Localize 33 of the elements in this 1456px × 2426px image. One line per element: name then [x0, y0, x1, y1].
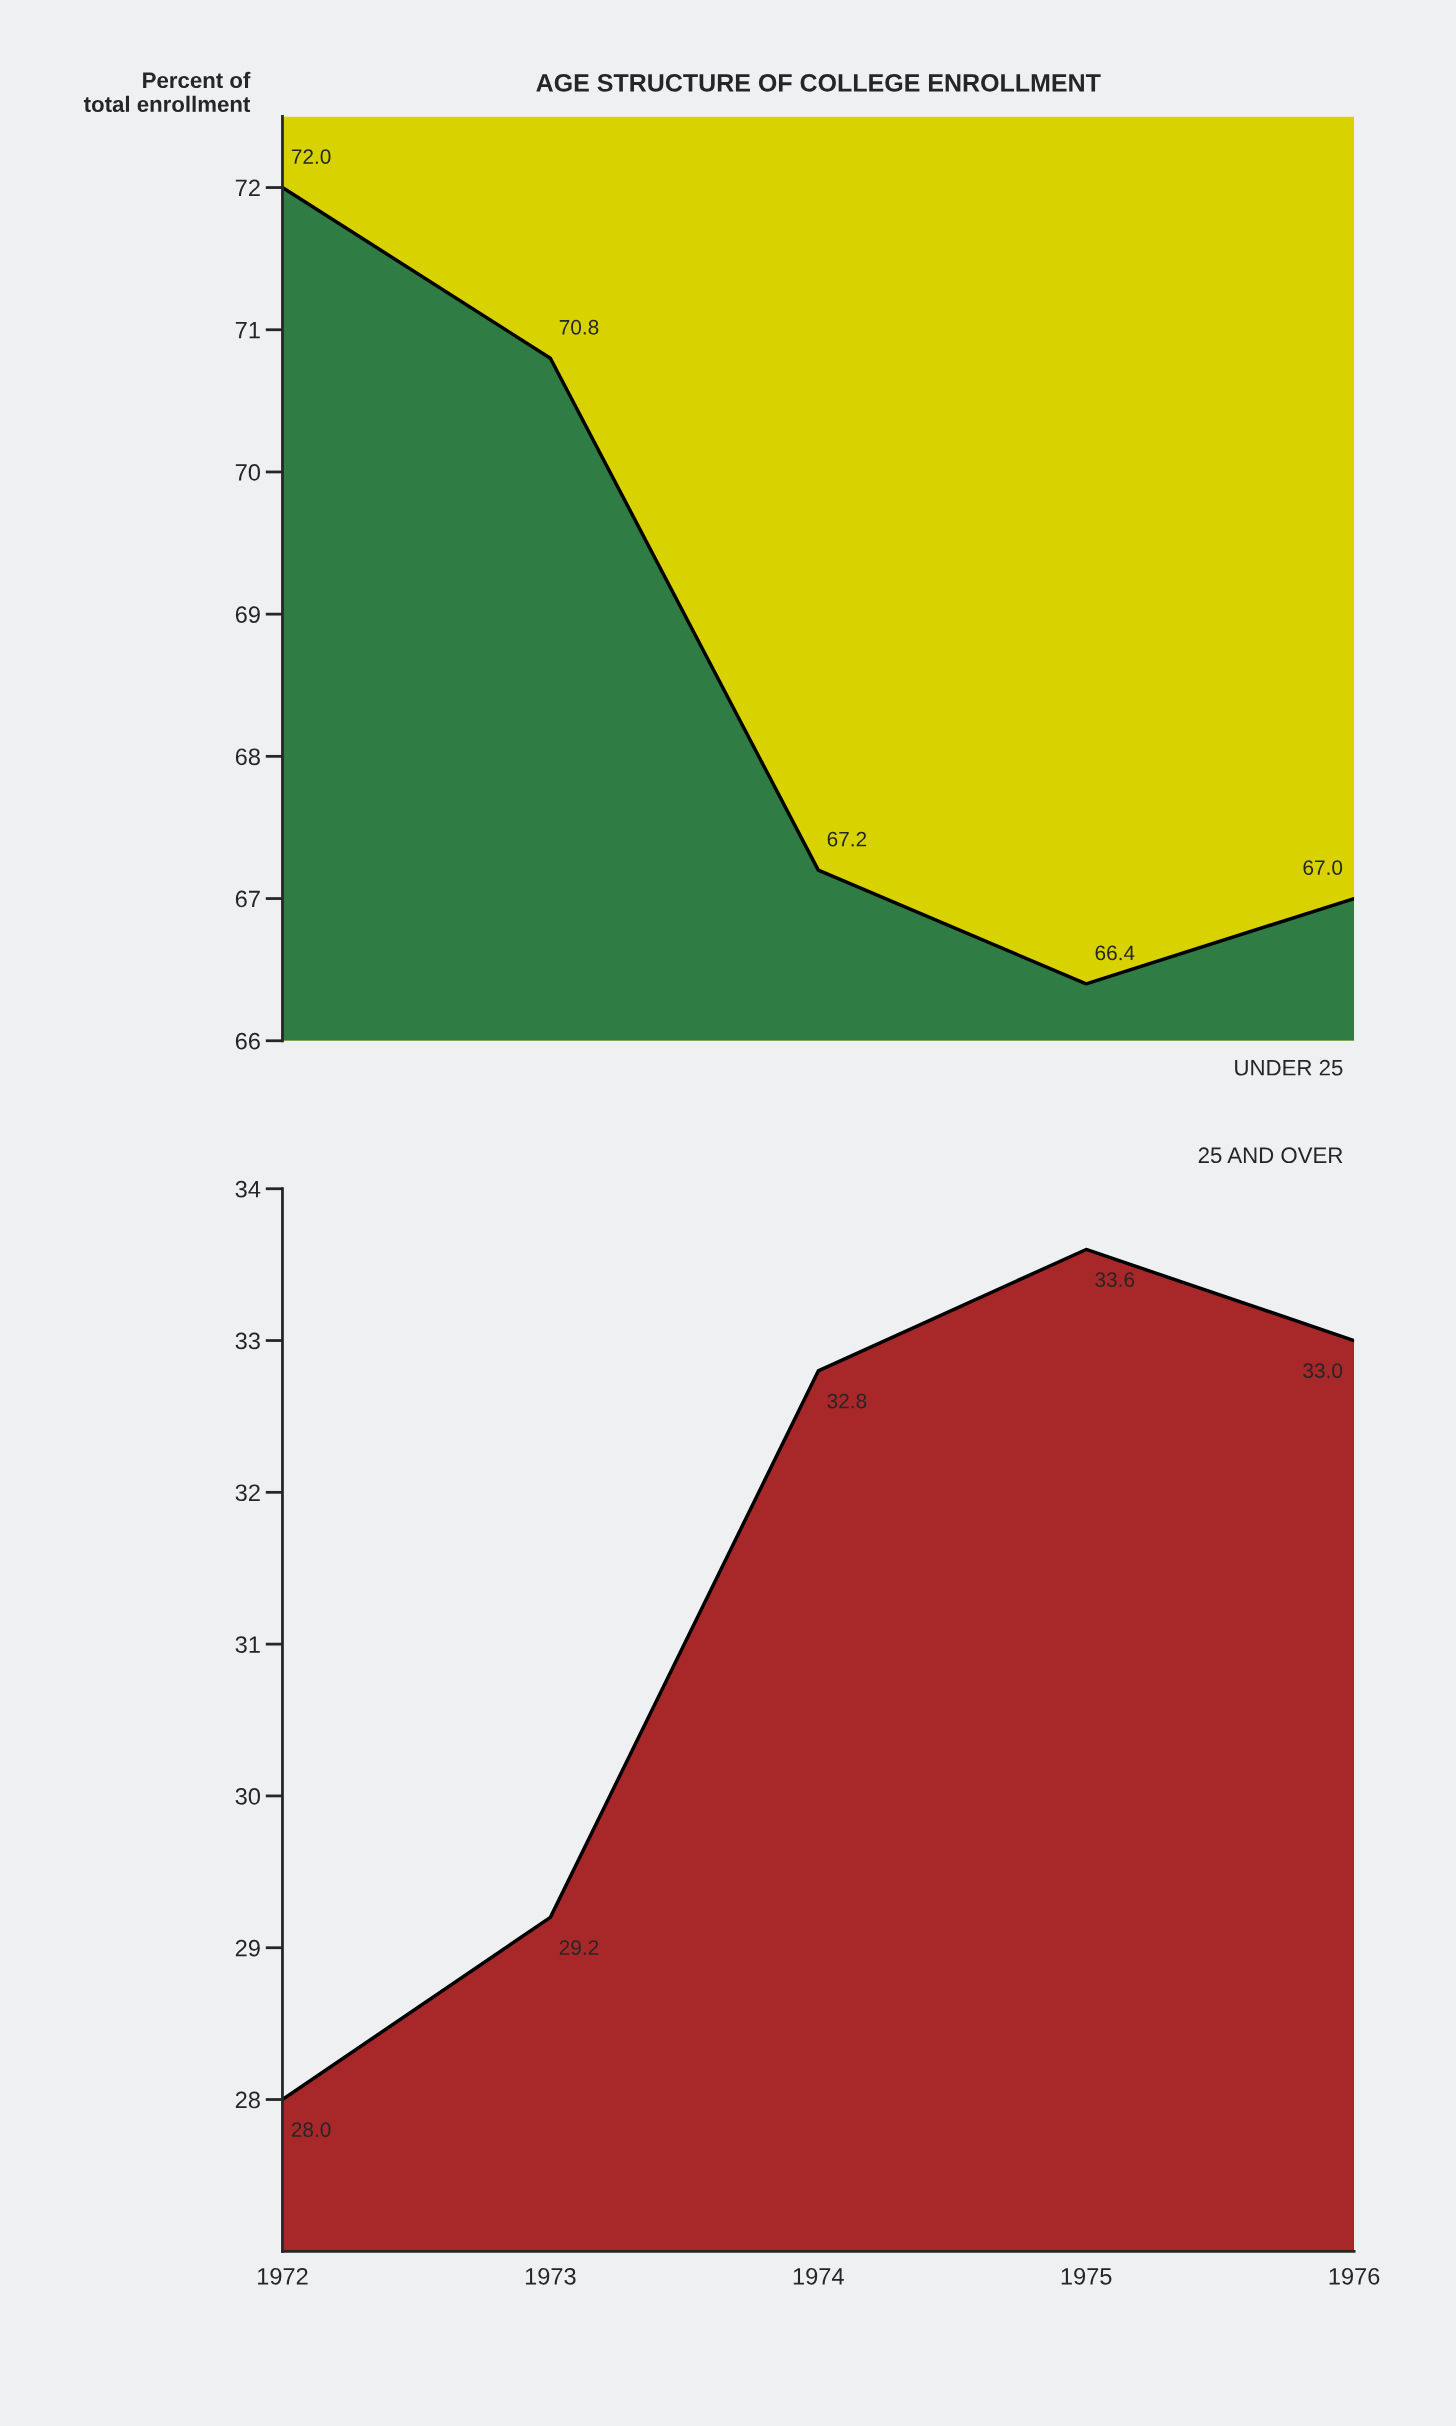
y-tick-label: 67: [235, 890, 260, 908]
data-label: 67.0: [1303, 860, 1343, 875]
y-tick-label: 29: [235, 1939, 260, 1957]
data-label: 28.0: [291, 2122, 331, 2138]
x-tick-label: 1975: [1061, 2267, 1112, 2285]
y-tick-label: 31: [235, 1636, 260, 1653]
series-label: UNDER 25: [1235, 1059, 1343, 1076]
data-label: 33.0: [1303, 1363, 1343, 1379]
x-tick-label: 1976: [1329, 2267, 1380, 2285]
data-label: 66.4: [1095, 945, 1135, 961]
y-tick-label: 33: [235, 1332, 260, 1350]
y-tick-label: 66: [235, 1032, 260, 1050]
data-label: 72.0: [291, 149, 331, 164]
data-label: 70.8: [559, 319, 599, 335]
data-label: 67.2: [827, 831, 867, 847]
y-tick-label: 72: [235, 179, 260, 197]
y-tick-label: 71: [235, 322, 260, 339]
y-tick-label: 34: [235, 1180, 261, 1198]
text: 25 AND OVER: [1198, 1147, 1343, 1164]
data-label: 32.8: [827, 1393, 867, 1409]
y-tick-label: 69: [235, 606, 260, 623]
y-axis-title: Percent of total enrollment: [83, 71, 251, 113]
y-tick-label: 30: [235, 1788, 261, 1805]
y-tick-label: 32: [235, 1484, 260, 1502]
x-tick-label: 1972: [258, 2267, 308, 2285]
y-tick-label: 68: [235, 748, 260, 766]
y-tick-label: 28: [235, 2091, 260, 2109]
x-tick-label: 1974: [793, 2267, 844, 2285]
x-tick-label: 1973: [525, 2267, 576, 2285]
y-tick-label: 70: [235, 464, 261, 481]
data-label: 33.6: [1095, 1272, 1135, 1287]
data-label: 29.2: [559, 1940, 599, 1955]
chart-title: AGE STRUCTURE OF COLLEGE ENROLLMENT: [536, 73, 1101, 92]
